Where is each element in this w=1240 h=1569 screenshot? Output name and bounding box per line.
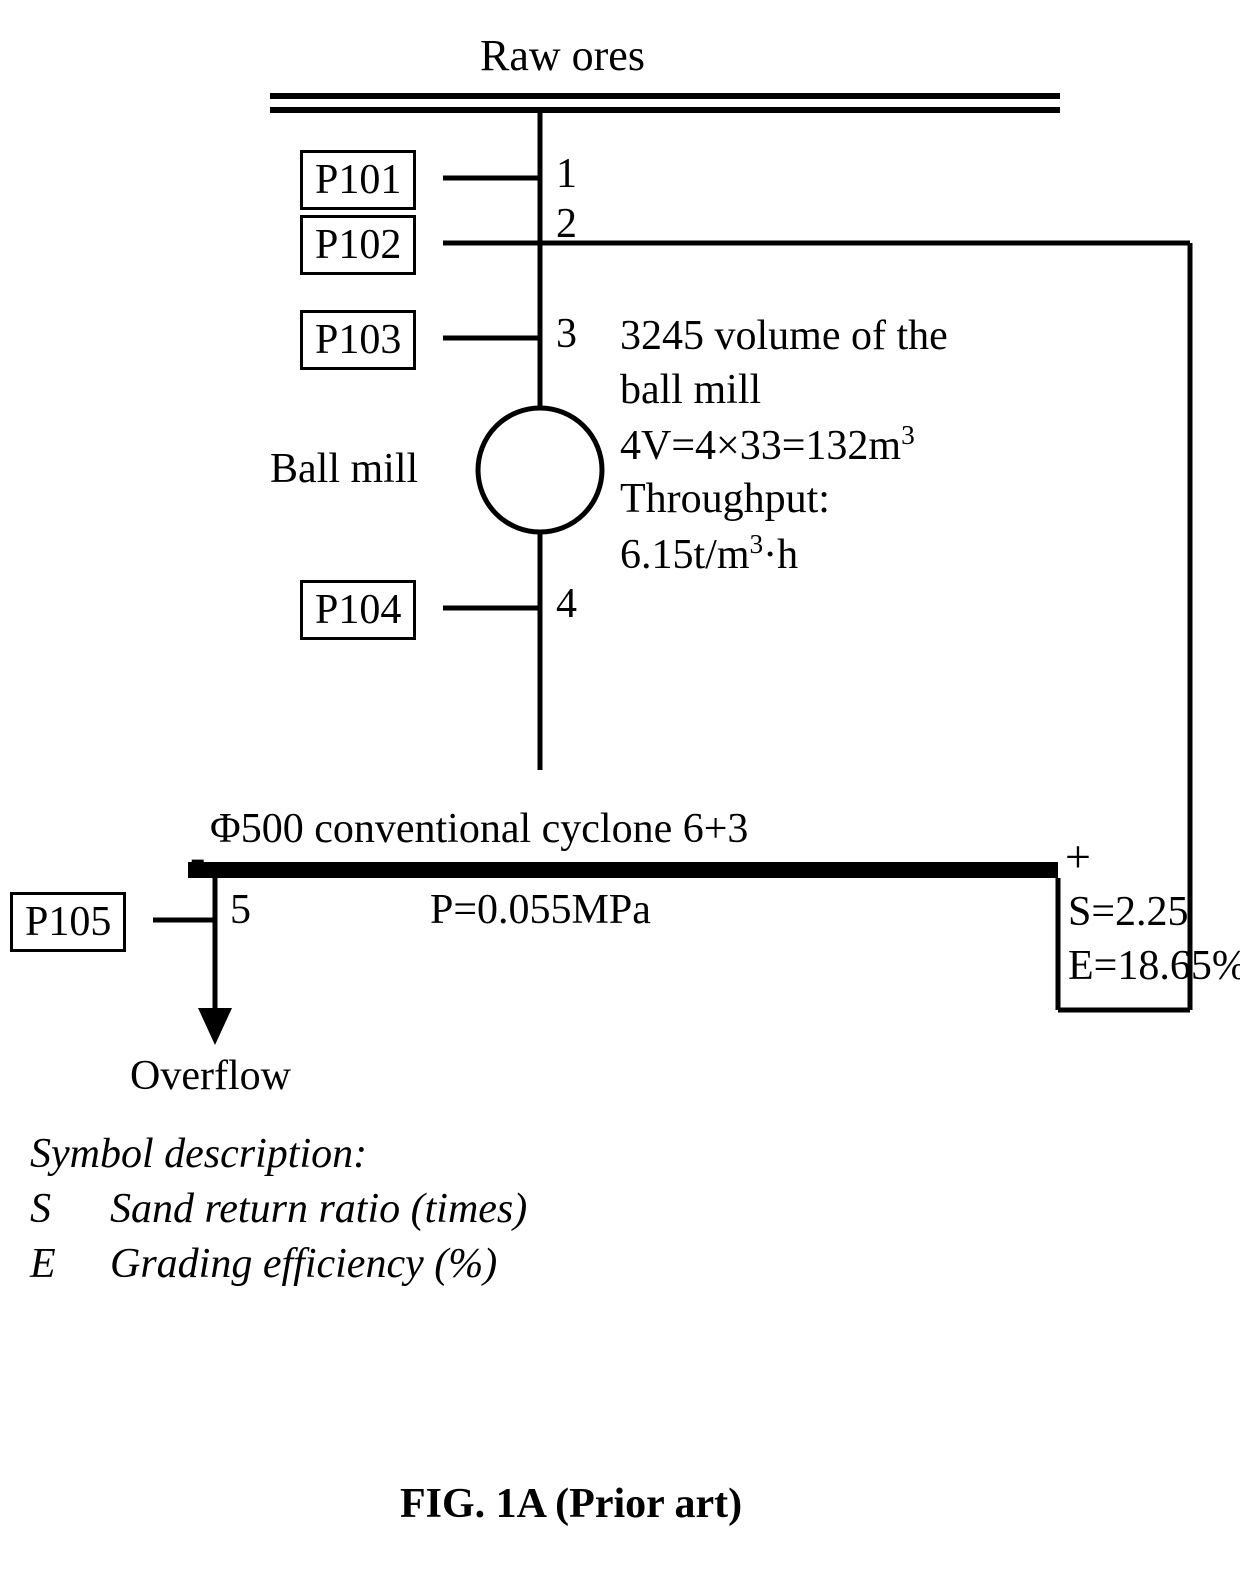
minus-sign: -	[190, 830, 205, 883]
info-line5b: ·h	[763, 532, 798, 578]
symbol-e-val: Grading efficiency (%)	[110, 1240, 497, 1288]
pressure-label: P=0.055MPa	[430, 886, 651, 934]
raw-ores-title: Raw ores	[480, 30, 645, 81]
pbox-p102: P102	[300, 215, 416, 275]
symbol-s-val: Sand return ratio (times)	[110, 1185, 527, 1233]
node-5: 5	[230, 886, 251, 934]
cyclone-title: Φ500 conventional cyclone 6+3	[210, 805, 748, 853]
pbox-p103: P103	[300, 310, 416, 370]
symbol-s-key: S	[30, 1185, 51, 1233]
info-line2: ball mill	[620, 367, 761, 413]
pbox-p101: P101	[300, 150, 416, 210]
e-value: E=18.65%	[1068, 943, 1240, 989]
se-block: S=2.25 E=18.65%	[1068, 886, 1240, 994]
overflow-label: Overflow	[130, 1052, 291, 1100]
info-line5a: 6.15t/m	[620, 532, 750, 578]
s-value: S=2.25	[1068, 889, 1189, 935]
info-line3-sup: 3	[901, 420, 915, 450]
info-line3a: 4V=4×33=132m	[620, 423, 901, 469]
symbol-desc-title: Symbol description:	[30, 1130, 367, 1178]
plus-sign: +	[1065, 830, 1091, 883]
info-line5-sup: 3	[750, 529, 764, 559]
pbox-p105: P105	[10, 892, 126, 952]
node-3: 3	[556, 310, 577, 358]
figure-caption: FIG. 1A (Prior art)	[400, 1480, 742, 1528]
node-4: 4	[556, 580, 577, 628]
process-diagram: Raw ores P101 P102 P103 P104 P105 1 2 3 …	[0, 0, 1240, 1569]
info-line1: 3245 volume of the	[620, 313, 948, 359]
ball-mill-label: Ball mill	[270, 445, 418, 493]
pbox-p104: P104	[300, 580, 416, 640]
diagram-svg	[0, 0, 1240, 1569]
symbol-e-key: E	[30, 1240, 56, 1288]
info-line4: Throughput:	[620, 476, 830, 522]
ball-mill-info: 3245 volume of the ball mill 4V=4×33=132…	[620, 310, 1160, 583]
node-2: 2	[556, 200, 577, 248]
node-1: 1	[556, 150, 577, 198]
